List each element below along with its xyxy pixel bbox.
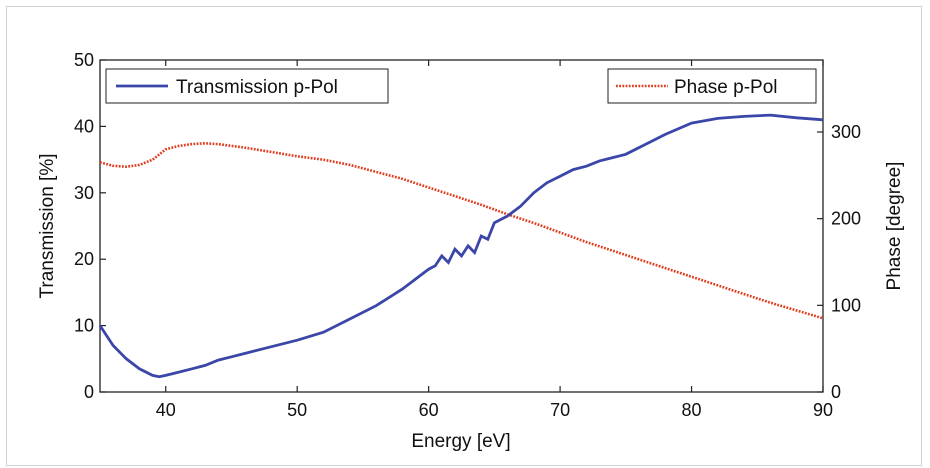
x-tick-label: 90: [813, 400, 833, 420]
x-tick-label: 80: [682, 400, 702, 420]
x-axis-ticks: 40 50 60 70 80 90: [156, 60, 833, 420]
right-y-tick-label: 200: [831, 209, 861, 229]
right-y-axis-ticks: 0 100 200 300: [817, 122, 861, 402]
plot-area: [99, 59, 824, 393]
left-y-tick-label: 30: [74, 183, 94, 203]
x-tick-label: 40: [156, 400, 176, 420]
legend-label-transmission: Transmission p-Pol: [176, 77, 338, 98]
left-y-tick-label: 10: [74, 316, 94, 336]
x-tick-label: 70: [550, 400, 570, 420]
right-y-tick-label: 100: [831, 295, 861, 315]
figure-frame: [6, 6, 922, 466]
right-y-tick-label: 0: [831, 382, 841, 402]
series-line-phase-p-pol: [99, 141, 824, 320]
x-tick-label: 50: [287, 400, 307, 420]
x-axis-label: Energy [eV]: [411, 431, 510, 452]
left-y-tick-label: 20: [74, 249, 94, 269]
right-y-axis-label: Phase [degree]: [884, 162, 905, 291]
left-y-axis-label: Transmission [%]: [37, 154, 58, 299]
left-y-tick-label: 40: [74, 116, 94, 136]
legend-label-phase: Phase p-Pol: [674, 77, 778, 98]
legend-transmission: Transmission p-Pol: [105, 68, 389, 104]
x-tick-label: 60: [419, 400, 439, 420]
series-line-transmission-p-pol: [98, 113, 824, 379]
right-y-tick-label: 300: [831, 122, 861, 142]
left-y-axis-ticks: 0 10 20 30 40 50: [74, 50, 106, 402]
left-y-tick-label: 50: [74, 50, 94, 70]
legend-phase: Phase p-Pol: [607, 68, 817, 104]
left-y-tick-label: 0: [84, 382, 94, 402]
